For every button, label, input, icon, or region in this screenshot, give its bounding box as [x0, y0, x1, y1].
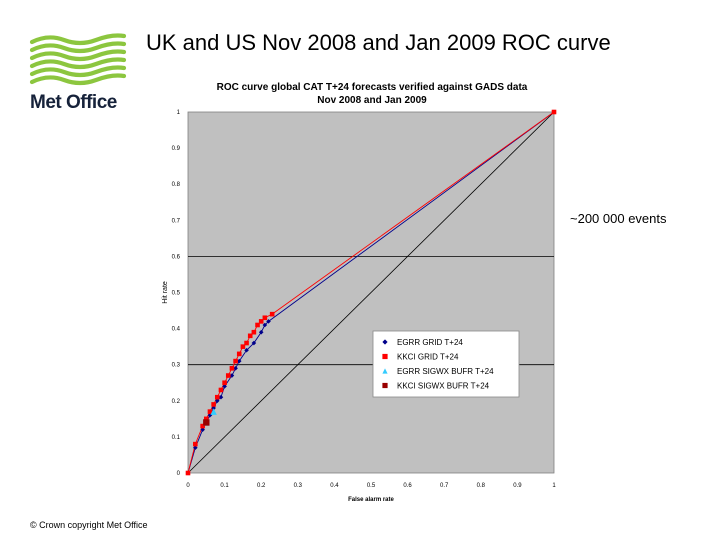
data-point [382, 368, 388, 374]
data-point [214, 398, 220, 404]
logo-wave [29, 57, 127, 70]
legend-label: EGRR GRID T+24 [397, 338, 463, 347]
data-point [222, 384, 227, 389]
legend [372, 330, 520, 398]
y-tick-label: 0.6 [172, 254, 181, 260]
x-tick-label: 0.8 [477, 483, 486, 489]
logo-text: Met Office [30, 92, 117, 113]
y-tick-label: 1 [177, 110, 181, 116]
data-point [222, 380, 227, 386]
data-point [203, 419, 210, 426]
data-point [262, 315, 268, 321]
logo-wave [29, 65, 127, 78]
chart-subtitle: Nov 2008 and Jan 2009 [317, 95, 427, 106]
legend-label: EGRR SIGWX BUFR T+24 [397, 367, 494, 376]
data-point [218, 387, 224, 393]
x-tick-label: 1 [552, 483, 556, 489]
data-point [551, 109, 557, 115]
data-point [211, 402, 216, 407]
slide-title: UK and US Nov 2008 and Jan 2009 ROC curv… [146, 30, 611, 55]
y-tick-label: 0.7 [172, 218, 181, 224]
logo-wave [29, 73, 127, 86]
y-tick-label: 0.3 [172, 363, 181, 369]
x-tick-label: 0.1 [220, 483, 229, 489]
y-tick-label: 0.8 [172, 182, 181, 188]
data-point [214, 394, 220, 400]
chart-title: ROC curve global CAT T+24 forecasts veri… [217, 82, 528, 93]
data-point [382, 353, 388, 360]
legend-label: KKCI SIGWX BUFR T+24 [397, 382, 490, 391]
x-tick-label: 0.9 [513, 483, 522, 489]
x-tick-label: 0.7 [440, 483, 449, 489]
data-point [218, 394, 224, 400]
data-point [229, 366, 235, 371]
data-point [233, 358, 238, 364]
data-point [247, 333, 253, 339]
data-point [255, 322, 260, 328]
data-point [225, 373, 231, 378]
y-tick-label: 0.5 [172, 291, 181, 297]
data-point [185, 470, 191, 476]
y-axis-label: Hit rate [162, 281, 169, 304]
data-point [204, 416, 209, 422]
data-point [193, 441, 198, 447]
x-tick-label: 0.6 [403, 483, 412, 489]
met-office-logo: Met Office [28, 30, 128, 120]
data-point [262, 322, 268, 328]
x-tick-label: 0.2 [257, 483, 266, 489]
y-tick-label: 0.2 [172, 399, 181, 405]
copyright-notice: © Crown copyright Met Office [30, 520, 148, 530]
no-skill-diagonal [187, 111, 555, 474]
data-point [210, 408, 217, 415]
y-tick-label: 0.9 [172, 146, 181, 152]
data-point [382, 339, 388, 345]
data-point [207, 409, 213, 414]
logo-waves-icon [29, 33, 127, 86]
y-tick-label: 0.1 [172, 435, 181, 441]
roc-chart: ROC curve global CAT T+24 forecasts veri… [162, 82, 557, 503]
x-tick-label: 0 [186, 483, 190, 489]
x-tick-label: 0.5 [367, 483, 376, 489]
data-point [240, 344, 246, 349]
data-point [269, 311, 275, 317]
y-tick-label: 0 [177, 471, 181, 477]
x-tick-label: 0.3 [294, 483, 303, 489]
y-tick-label: 0.4 [172, 327, 181, 333]
legend-label: KKCI GRID T+24 [397, 353, 459, 362]
events-annotation: ~200 000 events [570, 211, 667, 226]
data-point [258, 319, 264, 324]
data-point [236, 351, 242, 357]
data-point [251, 329, 257, 335]
logo-wave [29, 33, 127, 46]
data-point [251, 340, 257, 346]
data-point [200, 427, 205, 432]
logo-wave [29, 49, 127, 62]
x-axis-label: False alarm rate [348, 497, 394, 503]
data-point [200, 423, 205, 429]
data-point [244, 347, 249, 353]
data-point [244, 340, 249, 346]
x-tick-label: 0.4 [330, 483, 339, 489]
logo-wave [29, 41, 127, 54]
data-point [382, 382, 388, 389]
data-point [211, 405, 216, 411]
